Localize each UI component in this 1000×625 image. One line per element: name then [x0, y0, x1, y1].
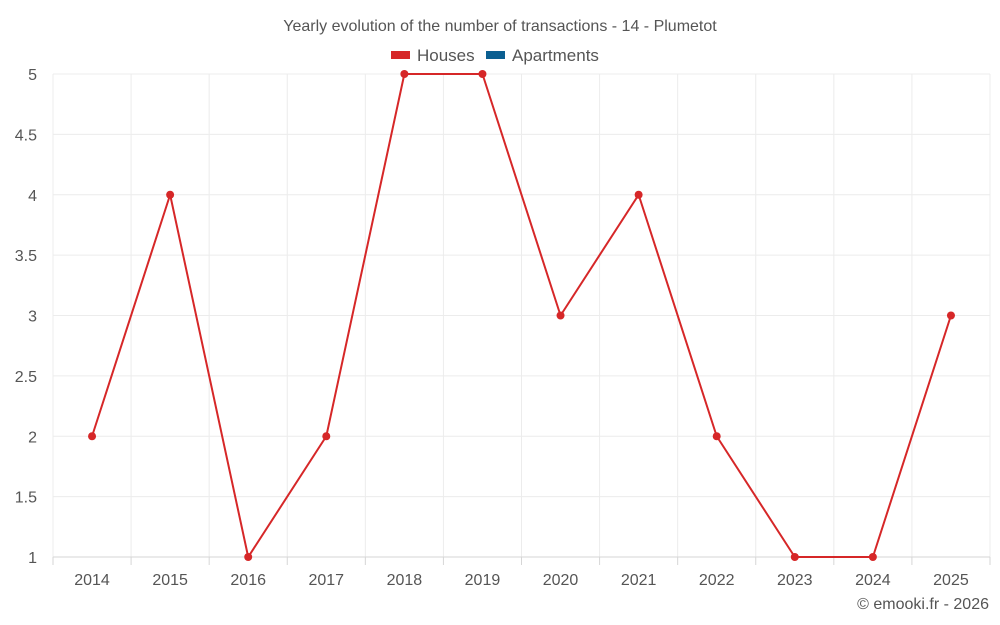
legend-item-houses[interactable]: Houses: [391, 46, 475, 65]
y-tick-label: 1: [28, 550, 37, 567]
x-tick-label: 2024: [855, 572, 891, 589]
chart-title: Yearly evolution of the number of transa…: [283, 18, 717, 35]
x-tick-label: 2022: [699, 572, 735, 589]
y-tick-label: 3.5: [15, 248, 37, 265]
points-houses: [88, 70, 955, 561]
axes: 1 1.5 2 2.5 3 3.5 4 4.5 5 2014 2015 2016 2017 2018 201…: [15, 67, 991, 589]
x-tick-label: 2018: [387, 572, 423, 589]
y-tick-label: 2.5: [15, 369, 37, 386]
y-tick-label: 1.5: [15, 490, 37, 507]
data-point-houses[interactable]: [712, 432, 721, 441]
legend-label-houses: Houses: [417, 46, 475, 65]
data-point-houses[interactable]: [556, 311, 565, 320]
data-point-houses[interactable]: [868, 553, 877, 561]
x-tick-label: 2023: [777, 572, 813, 589]
x-tick-label: 2014: [74, 572, 110, 589]
data-point-houses[interactable]: [166, 190, 175, 199]
credit-text: © emooki.fr - 2026: [857, 596, 989, 613]
y-tick-label: 5: [28, 67, 37, 84]
x-tick-label: 2016: [230, 572, 266, 589]
x-tick-label: 2020: [543, 572, 579, 589]
x-tick-label: 2017: [308, 572, 344, 589]
x-tick-label: 2015: [152, 572, 188, 589]
y-tick-label: 3: [28, 309, 37, 326]
x-tick-label: 2019: [465, 572, 501, 589]
series-houses: [91, 73, 952, 558]
x-tick-label: 2025: [933, 572, 969, 589]
data-point-houses[interactable]: [790, 553, 799, 561]
legend-label-apartments: Apartments: [512, 46, 599, 65]
data-point-houses[interactable]: [634, 190, 643, 199]
legend-item-apartments[interactable]: Apartments: [486, 46, 599, 65]
legend-swatch-houses: [391, 51, 410, 59]
data-point-houses[interactable]: [400, 70, 409, 78]
data-point-houses[interactable]: [244, 553, 253, 561]
legend-swatch-apartments: [486, 51, 505, 59]
data-point-houses[interactable]: [478, 70, 487, 78]
legend: Houses Apartments: [391, 46, 599, 65]
series-line-houses: [91, 73, 952, 558]
x-tick-label: 2021: [621, 572, 657, 589]
y-tick-label: 4: [28, 188, 37, 205]
y-tick-label: 4.5: [15, 127, 37, 144]
data-point-houses[interactable]: [322, 432, 331, 441]
grid: [52, 73, 991, 557]
data-point-houses[interactable]: [88, 432, 97, 441]
data-point-houses[interactable]: [946, 311, 955, 320]
y-tick-label: 2: [28, 429, 37, 446]
